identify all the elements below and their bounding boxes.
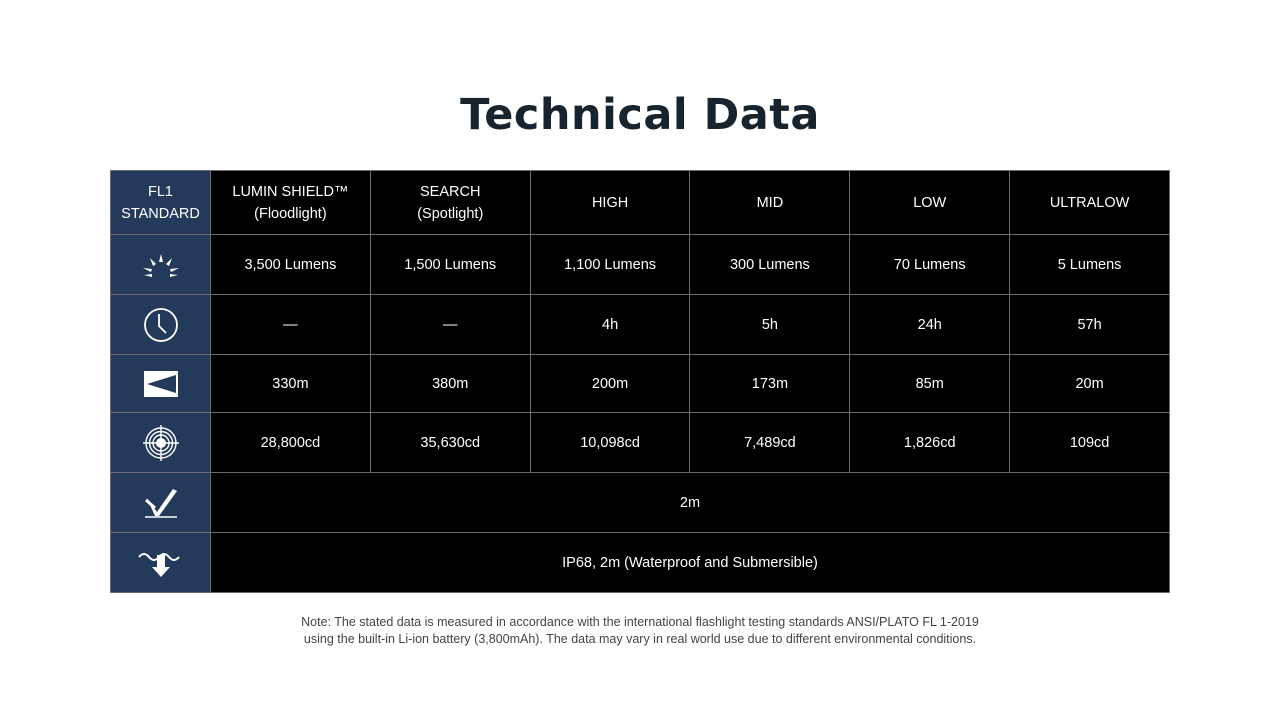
- column-header: HIGH: [529, 170, 691, 235]
- page-title: Technical Data: [460, 90, 820, 140]
- table-row: IP68, 2m (Waterproof and Submersible): [110, 532, 1170, 593]
- column-header: LUMIN SHIELD™ (Floodlight): [210, 170, 371, 235]
- header-row: FL1 STANDARD LUMIN SHIELD™ (Floodlight) SE…: [110, 170, 1170, 235]
- column-header: LOW: [849, 170, 1011, 235]
- impact-resistance-icon: [144, 488, 177, 518]
- table-row: 2m: [110, 472, 1170, 533]
- light-output-icon: [142, 253, 179, 277]
- tech-data-table: FL1 STANDARD LUMIN SHIELD™ (Floodlight) SE…: [110, 170, 1170, 593]
- clock-icon: [143, 307, 178, 342]
- beam-distance-icon: [143, 370, 178, 397]
- column-header: ULTRALOW: [1009, 170, 1170, 235]
- table-row: — —4h 5h 24h 57h: [110, 294, 1170, 355]
- waterproof-icon: [137, 552, 180, 577]
- table-row: 3,500 Lumens 1,500 Lumens 1,100 Lumens 300 …: [110, 234, 1170, 295]
- table-row: 330m 380m 200m 173m 85m 20m: [110, 354, 1170, 413]
- peak-intensity-icon: [142, 424, 179, 461]
- corner-header: FL1 STANDARD: [110, 170, 211, 235]
- table-row: 28,800cd 35,630cd 10,098cd 7,489cd 1,826cd 10…: [110, 412, 1170, 473]
- footnote: Note: The stated data is measured in acc…: [301, 615, 979, 646]
- column-header: MID: [689, 170, 851, 235]
- column-header: SEARCH (Spotlight): [369, 170, 531, 235]
